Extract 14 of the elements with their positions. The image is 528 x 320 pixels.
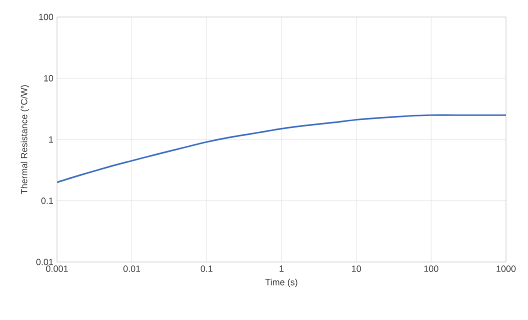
y-tick-label: 1 (49, 136, 54, 143)
x-tick-label: 1 (280, 266, 284, 272)
y-tick-label: 0.01 (36, 258, 54, 266)
y-axis-title: Thermal Resistance (°C/W) (20, 85, 30, 194)
x-axis-title: Time (s) (265, 278, 298, 288)
x-tick-label: 1000 (496, 266, 516, 272)
x-tick-label: 10 (352, 266, 361, 272)
x-tick-label: 0.001 (46, 266, 68, 272)
x-tick-label: 0.1 (200, 266, 212, 272)
y-tick-label: 0.1 (41, 198, 54, 204)
x-tick-label: 0.01 (123, 266, 140, 272)
x-tick-label: 100 (424, 266, 438, 272)
y-tick-label: 100 (39, 14, 54, 20)
y-tick-label: 10 (44, 75, 54, 82)
